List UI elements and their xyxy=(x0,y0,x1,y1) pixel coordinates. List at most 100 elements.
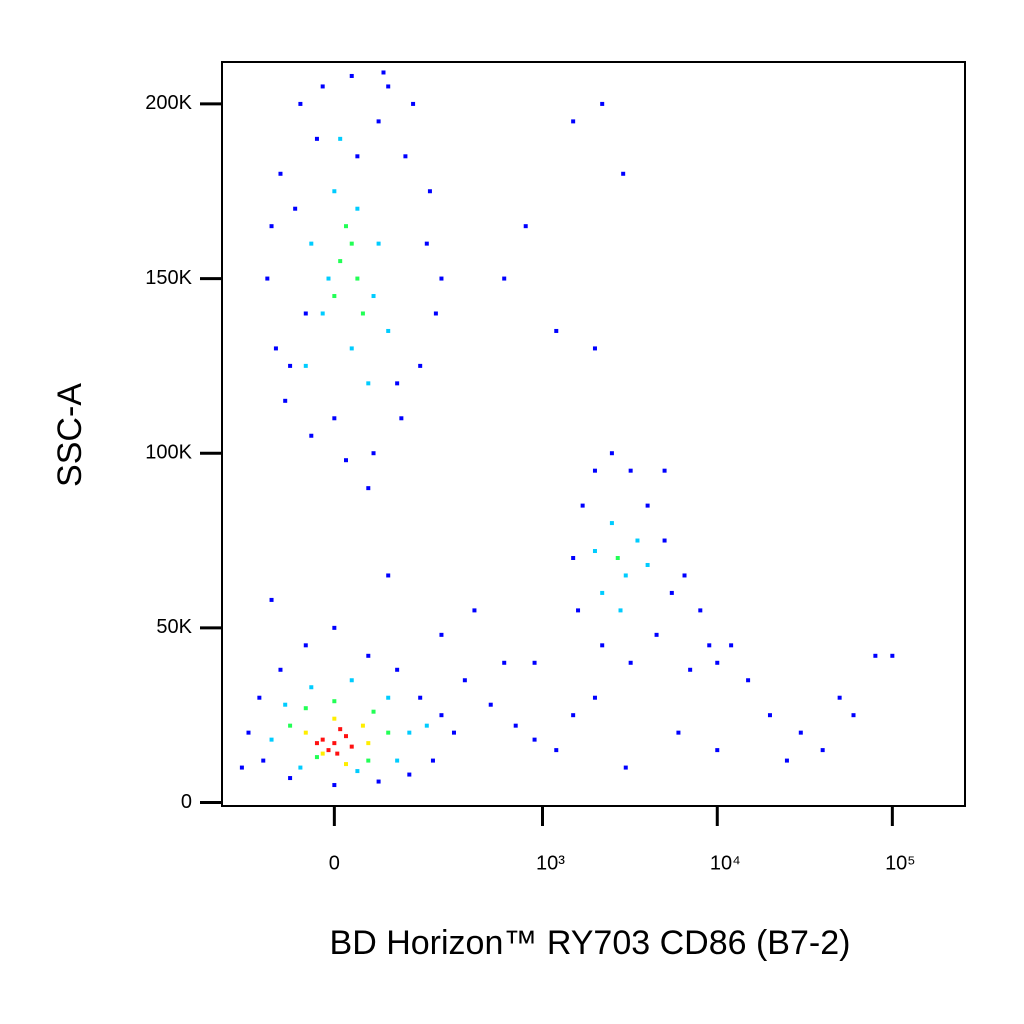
point xyxy=(523,224,528,229)
point xyxy=(298,101,303,106)
point xyxy=(592,695,597,700)
point xyxy=(532,737,537,742)
point xyxy=(729,643,734,648)
point xyxy=(715,748,720,753)
point xyxy=(320,84,325,89)
point xyxy=(288,363,293,368)
point xyxy=(386,695,391,700)
point xyxy=(698,608,703,613)
point xyxy=(707,643,712,648)
point xyxy=(451,730,456,735)
point xyxy=(278,667,283,672)
point xyxy=(662,468,667,473)
x-tick-label: 0 xyxy=(329,852,340,874)
point xyxy=(343,762,348,767)
point xyxy=(349,346,354,351)
y-tick-label: 200K xyxy=(145,92,192,114)
point xyxy=(355,206,360,211)
point xyxy=(332,625,337,630)
point xyxy=(338,727,343,732)
point xyxy=(269,737,274,742)
point xyxy=(890,653,895,658)
point xyxy=(439,713,444,718)
point xyxy=(355,276,360,281)
point xyxy=(600,590,605,595)
y-tick-label: 100K xyxy=(145,441,192,463)
point xyxy=(399,416,404,421)
point xyxy=(320,737,325,742)
point xyxy=(355,769,360,774)
point xyxy=(439,632,444,637)
point xyxy=(472,608,477,613)
point xyxy=(502,660,507,665)
point xyxy=(265,276,270,281)
point xyxy=(424,723,429,728)
x-tick-label: 10⁴ xyxy=(710,852,741,874)
point xyxy=(609,451,614,456)
point xyxy=(837,695,842,700)
point xyxy=(355,154,360,159)
point xyxy=(366,758,371,763)
point xyxy=(418,363,423,368)
point xyxy=(298,765,303,770)
point xyxy=(532,660,537,665)
point xyxy=(676,730,681,735)
point xyxy=(669,590,674,595)
point xyxy=(600,101,605,106)
point xyxy=(381,70,386,75)
point xyxy=(645,562,650,567)
point xyxy=(554,328,559,333)
point xyxy=(411,101,416,106)
point xyxy=(418,695,423,700)
point xyxy=(427,189,432,194)
point xyxy=(621,171,626,176)
point xyxy=(332,416,337,421)
y-tick-label: 0 xyxy=(181,791,192,813)
point xyxy=(332,699,337,704)
point xyxy=(360,723,365,728)
point xyxy=(261,758,266,763)
point xyxy=(609,521,614,526)
x-tick-label: 10³ xyxy=(536,852,565,874)
point xyxy=(376,119,381,124)
point xyxy=(576,608,581,613)
point xyxy=(283,398,288,403)
point xyxy=(715,660,720,665)
point xyxy=(407,730,412,735)
y-axis-title: SSC-A xyxy=(51,383,89,487)
point xyxy=(309,685,314,690)
point xyxy=(688,667,693,672)
point xyxy=(314,136,319,141)
point xyxy=(293,206,298,211)
point xyxy=(288,776,293,781)
point xyxy=(873,653,878,658)
point xyxy=(349,678,354,683)
point xyxy=(332,189,337,194)
point xyxy=(338,259,343,264)
point xyxy=(618,608,623,613)
point xyxy=(257,695,262,700)
point xyxy=(386,328,391,333)
point xyxy=(623,573,628,578)
point xyxy=(386,730,391,735)
point xyxy=(269,224,274,229)
point xyxy=(571,556,576,560)
point xyxy=(239,765,244,770)
point xyxy=(366,653,371,658)
point xyxy=(571,119,576,124)
point xyxy=(376,241,381,246)
point xyxy=(269,597,274,602)
point xyxy=(784,758,789,763)
point xyxy=(635,538,640,543)
x-axis-title: BD Horizon™ RY703 CD86 (B7-2) xyxy=(330,924,851,962)
point xyxy=(662,538,667,543)
point xyxy=(283,702,288,707)
point xyxy=(403,154,408,159)
point xyxy=(343,458,348,463)
point xyxy=(314,755,319,760)
point xyxy=(433,311,438,316)
point xyxy=(513,723,518,728)
point xyxy=(360,311,365,316)
point xyxy=(571,713,576,718)
